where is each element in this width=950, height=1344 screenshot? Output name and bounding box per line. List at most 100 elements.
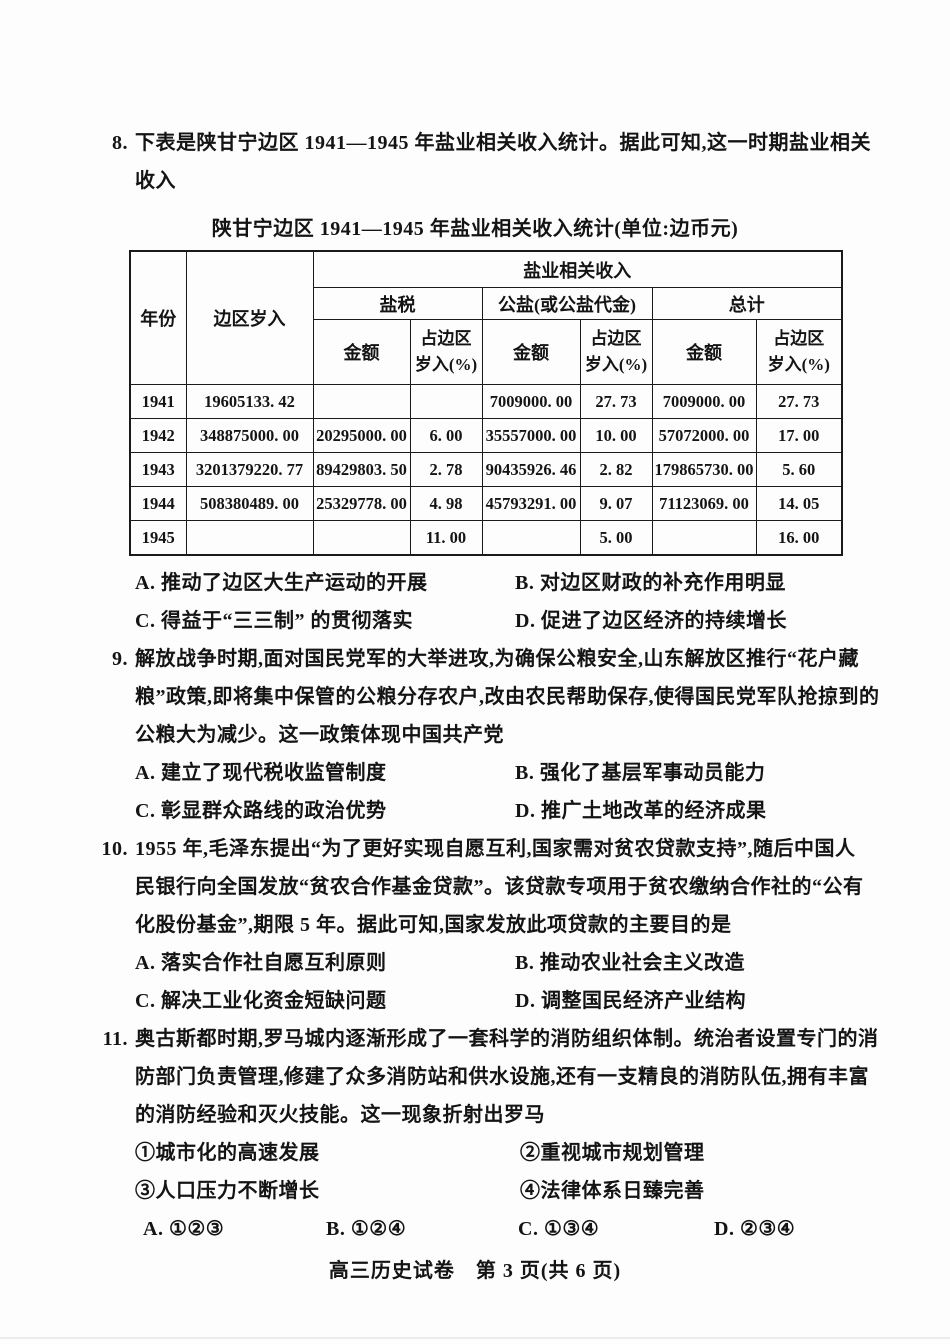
table-row: 1941 19605133. 42 7009000. 00 27. 73 700… <box>129 384 843 419</box>
cell-total-amount: 179865730. 00 <box>651 452 757 487</box>
cell-year: 1945 <box>129 520 187 556</box>
header-amount: 金额 <box>651 319 757 385</box>
cell-region-income: 19605133. 42 <box>185 384 314 419</box>
header-pct-line-1: 占边区 <box>420 329 472 348</box>
cell-total-amount: 7009000. 00 <box>651 384 757 419</box>
cell-salt-tax-amount: 89429803. 50 <box>312 452 411 487</box>
header-pct-line-1: 占边区 <box>773 329 825 348</box>
cell-salt-tax-pct: 6. 00 <box>409 418 483 453</box>
cell-region-income: 348875000. 00 <box>185 418 314 453</box>
cell-total-pct: 14. 05 <box>755 486 843 521</box>
cell-salt-tax-amount <box>312 384 411 419</box>
question-10-number: 10. <box>101 838 128 860</box>
question-10-stem-line-1: 1955 年,毛泽东提出“为了更好实现自愿互利,国家需对贫农贷款支持”,随后中国… <box>135 838 856 860</box>
table-row: 1942 348875000. 00 20295000. 00 6. 00 35… <box>129 418 843 453</box>
q9-option-c: C. 彰显群众路线的政治优势 <box>135 800 387 822</box>
cell-total-pct: 16. 00 <box>755 520 843 556</box>
q10-option-b: B. 推动农业社会主义改造 <box>515 952 745 974</box>
q10-option-c: C. 解决工业化资金短缺问题 <box>135 990 387 1012</box>
cell-total-pct: 17. 00 <box>755 418 843 453</box>
cell-public-salt-amount: 7009000. 00 <box>481 384 581 419</box>
q8-options-row-2: C. 得益于“三三制” 的贯彻落实 D. 促进了边区经济的持续增长 <box>135 602 950 640</box>
question-8-number: 8. <box>112 132 128 154</box>
question-11-stem-line-2: 防部门负责管理,修建了众多消防站和供水设施,还有一支精良的消防队伍,拥有丰富 <box>135 1066 869 1088</box>
header-public-salt: 公盐(或公盐代金) <box>481 287 653 320</box>
question-10-stem: 10. 1955 年,毛泽东提出“为了更好实现自愿互利,国家需对贫农贷款支持”,随… <box>102 830 950 868</box>
cell-public-salt-amount: 90435926. 46 <box>481 452 581 487</box>
q11-option-d: D. ②③④ <box>714 1218 796 1240</box>
q11-option-c: C. ①③④ <box>518 1218 600 1240</box>
cell-region-income <box>185 520 314 556</box>
q8-options-row-1: A. 推动了边区大生产运动的开展 B. 对边区财政的补充作用明显 <box>135 564 950 602</box>
cell-year: 1943 <box>129 452 187 487</box>
question-11-stem: 11. 奥古斯都时期,罗马城内逐渐形成了一套科学的消防组织体制。统治者设置专门的消 <box>103 1020 950 1058</box>
question-11-number: 11. <box>102 1028 128 1050</box>
cell-region-income: 508380489. 00 <box>185 486 314 521</box>
header-total: 总计 <box>651 287 843 320</box>
table-row: 1943 3201379220. 77 89429803. 50 2. 78 9… <box>129 452 843 487</box>
page-footer: 高三历史试卷 第 3 页(共 6 页) <box>328 1260 622 1282</box>
question-10-stem-line-2: 民银行向全国发放“贫农合作基金贷款”。该贷款专项用于贫农缴纳合作社的“公有 <box>135 876 864 898</box>
header-year: 年份 <box>129 250 187 385</box>
page-bottom-edge <box>0 1337 950 1339</box>
cell-total-amount: 71123069. 00 <box>651 486 757 521</box>
table-header-row-2: 盐税 公盐(或公盐代金) 总计 <box>130 287 843 320</box>
cell-public-salt-pct: 10. 00 <box>579 418 653 453</box>
question-9-stem: 9. 解放战争时期,面对国民党军的大举进攻,为确保公粮安全,山东解放区推行“花户藏 <box>112 640 950 678</box>
cell-public-salt-pct: 2. 82 <box>579 452 653 487</box>
q11-statement-3: ③人口压力不断增长 <box>135 1180 320 1202</box>
q10-options-row-2: C. 解决工业化资金短缺问题 D. 调整国民经济产业结构 <box>135 982 950 1020</box>
question-8-stem-line-2: 收入 <box>135 170 176 192</box>
q10-options-row-1: A. 落实合作社自愿互利原则 B. 推动农业社会主义改造 <box>135 944 950 982</box>
cell-total-amount: 57072000. 00 <box>651 418 757 453</box>
cell-salt-tax-pct: 11. 00 <box>409 520 483 556</box>
q11-options-row: A. ①②③ B. ①②④ C. ①③④ D. ②③④ <box>143 1210 950 1248</box>
q9-option-b: B. 强化了基层军事动员能力 <box>515 762 766 784</box>
cell-salt-tax-amount <box>312 520 411 556</box>
table-row: 1944 508380489. 00 25329778. 00 4. 98 45… <box>129 486 843 521</box>
header-pct-of-income: 占边区 岁入(%) <box>579 319 653 385</box>
question-10-stem-line-3: 化股份基金”,期限 5 年。据此可知,国家发放此项贷款的主要目的是 <box>135 914 732 936</box>
question-9-stem-line-1: 解放战争时期,面对国民党军的大举进攻,为确保公粮安全,山东解放区推行“花户藏 <box>135 648 859 670</box>
header-pct-of-income: 占边区 岁入(%) <box>409 319 483 385</box>
header-amount: 金额 <box>312 319 411 385</box>
cell-salt-tax-amount: 20295000. 00 <box>312 418 411 453</box>
header-pct-line-2: 岁入(%) <box>414 355 478 374</box>
header-pct-line-1: 占边区 <box>590 329 642 348</box>
header-pct-line-2: 岁入(%) <box>584 355 648 374</box>
table-header-row-3: 金额 占边区 岁入(%) 金额 占边区 岁入(%) 金额 占边区 岁入(%) <box>130 319 843 385</box>
question-9-stem-line-2: 粮”政策,即将集中保管的公粮分存农户,改由农民帮助保存,使得国民党军队抢掠到的 <box>135 686 880 708</box>
header-pct-line-2: 岁入(%) <box>767 355 830 374</box>
q9-option-d: D. 推广土地改革的经济成果 <box>515 800 767 822</box>
q9-options-row-1: A. 建立了现代税收监管制度 B. 强化了基层军事动员能力 <box>135 754 950 792</box>
cell-total-amount <box>651 520 757 556</box>
q10-option-d: D. 调整国民经济产业结构 <box>515 990 746 1012</box>
cell-salt-tax-pct <box>409 384 483 419</box>
question-11-stem-line-1: 奥古斯都时期,罗马城内逐渐形成了一套科学的消防组织体制。统治者设置专门的消 <box>135 1028 879 1050</box>
header-pct-of-income: 占边区 岁入(%) <box>755 319 843 385</box>
table-row: 1945 11. 00 5. 00 16. 00 <box>129 520 843 556</box>
q11-statements-row-2: ③人口压力不断增长 ④法律体系日臻完善 <box>135 1172 950 1210</box>
q9-options-row-2: C. 彰显群众路线的政治优势 D. 推广土地改革的经济成果 <box>135 792 950 830</box>
q10-option-a: A. 落实合作社自愿互利原则 <box>135 952 387 974</box>
table-title: 陕甘宁边区 1941—1945 年盐业相关收入统计(单位:边币元) <box>211 218 739 240</box>
cell-public-salt-pct: 5. 00 <box>579 520 653 556</box>
cell-salt-tax-pct: 2. 78 <box>409 452 483 487</box>
q11-statement-1: ①城市化的高速发展 <box>135 1142 320 1164</box>
cell-public-salt-amount: 35557000. 00 <box>481 418 581 453</box>
salt-income-table: 年份 边区岁入 盐业相关收入 盐税 公盐(或公盐代金) 总计 金额 占边区 岁入… <box>129 250 843 556</box>
q9-option-a: A. 建立了现代税收监管制度 <box>135 762 387 784</box>
q11-option-b: B. ①②④ <box>326 1218 407 1240</box>
cell-total-pct: 5. 60 <box>755 452 843 487</box>
header-salt-tax: 盐税 <box>312 287 483 320</box>
q8-option-c: C. 得益于“三三制” 的贯彻落实 <box>135 610 413 632</box>
cell-public-salt-pct: 27. 73 <box>579 384 653 419</box>
cell-year: 1942 <box>129 418 187 453</box>
q11-statements-row-1: ①城市化的高速发展 ②重视城市规划管理 <box>135 1134 950 1172</box>
cell-public-salt-amount: 45793291. 00 <box>481 486 581 521</box>
question-9-stem-line-3: 公粮大为减少。这一政策体现中国共产党 <box>135 724 504 746</box>
cell-year: 1944 <box>129 486 187 521</box>
q8-option-d: D. 促进了边区经济的持续增长 <box>515 610 787 632</box>
cell-public-salt-amount <box>481 520 581 556</box>
